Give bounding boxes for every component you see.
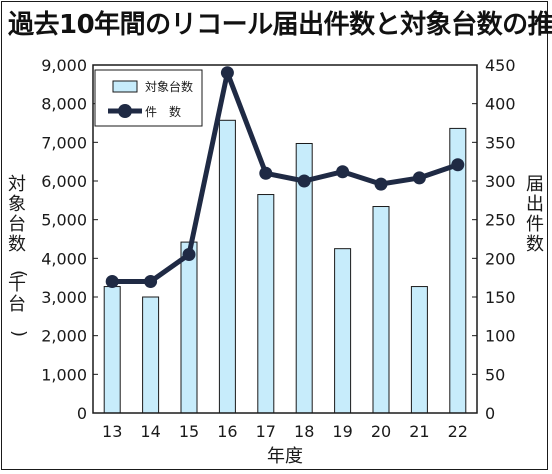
point-21 bbox=[412, 171, 426, 185]
bar-15 bbox=[180, 241, 198, 414]
x-tick-label: 21 bbox=[409, 422, 429, 441]
x-tick-label: 20 bbox=[371, 422, 391, 441]
x-tick-label: 19 bbox=[332, 422, 352, 441]
left-tick-label: 8,000 bbox=[41, 95, 87, 114]
right-tick-label: 350 bbox=[485, 133, 516, 152]
left-tick-label: 7,000 bbox=[41, 133, 87, 152]
x-tick-label: 18 bbox=[294, 422, 314, 441]
bar-14 bbox=[142, 296, 160, 414]
chart-title: 過去10年間のリコール届出件数と対象台数の推移 bbox=[8, 10, 552, 40]
point-20 bbox=[374, 177, 388, 191]
x-tick-label: 17 bbox=[256, 422, 276, 441]
plot-frame bbox=[92, 64, 478, 414]
x-tick-label: 16 bbox=[217, 422, 237, 441]
left-tick-label: 1,000 bbox=[41, 365, 87, 384]
x-tick-label: 13 bbox=[102, 422, 122, 441]
right-tick-label: 0 bbox=[485, 404, 495, 423]
bar-21 bbox=[410, 286, 428, 414]
bar-13 bbox=[103, 286, 121, 414]
point-22 bbox=[451, 158, 465, 172]
legend-line-label: 件 数 bbox=[145, 104, 181, 119]
point-19 bbox=[336, 165, 350, 179]
left-tick-label: 4,000 bbox=[41, 249, 87, 268]
right-tick-label: 200 bbox=[485, 249, 516, 268]
legend-bar-label: 対象台数 bbox=[145, 79, 193, 94]
legend-bar-swatch bbox=[112, 80, 138, 93]
point-16 bbox=[220, 66, 234, 80]
filings-line bbox=[112, 70, 459, 285]
left-tick-label: 3,000 bbox=[41, 288, 87, 307]
right-tick-label: 450 bbox=[485, 56, 516, 75]
x-tick-label: 22 bbox=[448, 422, 468, 441]
left-tick-label: 0 bbox=[77, 404, 87, 423]
left-tick-label: 9,000 bbox=[41, 56, 87, 75]
x-tick-labels: 13 14 15 16 17 18 19 20 21 22 bbox=[102, 422, 468, 441]
right-axis-title: 届出件数 bbox=[526, 174, 544, 255]
x-tick-label: 14 bbox=[140, 422, 160, 441]
right-tick-label: 300 bbox=[485, 172, 516, 191]
line-series-filings bbox=[105, 66, 465, 289]
point-18 bbox=[297, 174, 311, 188]
axis-titles: 年度 対象台数(千台) 届出件数 bbox=[8, 174, 544, 467]
left-tick-label: 6,000 bbox=[41, 172, 87, 191]
right-tick-label: 100 bbox=[485, 327, 516, 346]
point-15 bbox=[182, 247, 196, 261]
bar-series-vehicles bbox=[103, 119, 467, 414]
legend-box bbox=[94, 69, 203, 127]
left-tick-label: 5,000 bbox=[41, 211, 87, 230]
x-tick-label: 15 bbox=[179, 422, 199, 441]
right-tick-labels: 0 50 100 150 200 250 300 350 400 450 bbox=[485, 56, 516, 423]
bar-16 bbox=[218, 119, 236, 414]
bar-19 bbox=[334, 248, 352, 414]
bar-17 bbox=[257, 194, 275, 414]
bar-20 bbox=[372, 206, 390, 414]
left-axis-title: 対象台数(千台) bbox=[8, 174, 29, 337]
right-tick-label: 150 bbox=[485, 288, 516, 307]
point-13 bbox=[105, 275, 119, 289]
left-tick-label: 2,000 bbox=[41, 327, 87, 346]
x-axis-title: 年度 bbox=[267, 446, 303, 467]
right-tick-label: 250 bbox=[485, 211, 516, 230]
legend-line-marker bbox=[118, 104, 132, 118]
point-14 bbox=[144, 275, 158, 289]
right-tick-label: 50 bbox=[485, 365, 505, 384]
axes bbox=[92, 64, 478, 414]
right-tick-label: 400 bbox=[485, 95, 516, 114]
left-tick-labels: 0 1,000 2,000 3,000 4,000 5,000 6,000 7,000 8,00… bbox=[41, 56, 87, 423]
point-17 bbox=[259, 166, 273, 180]
